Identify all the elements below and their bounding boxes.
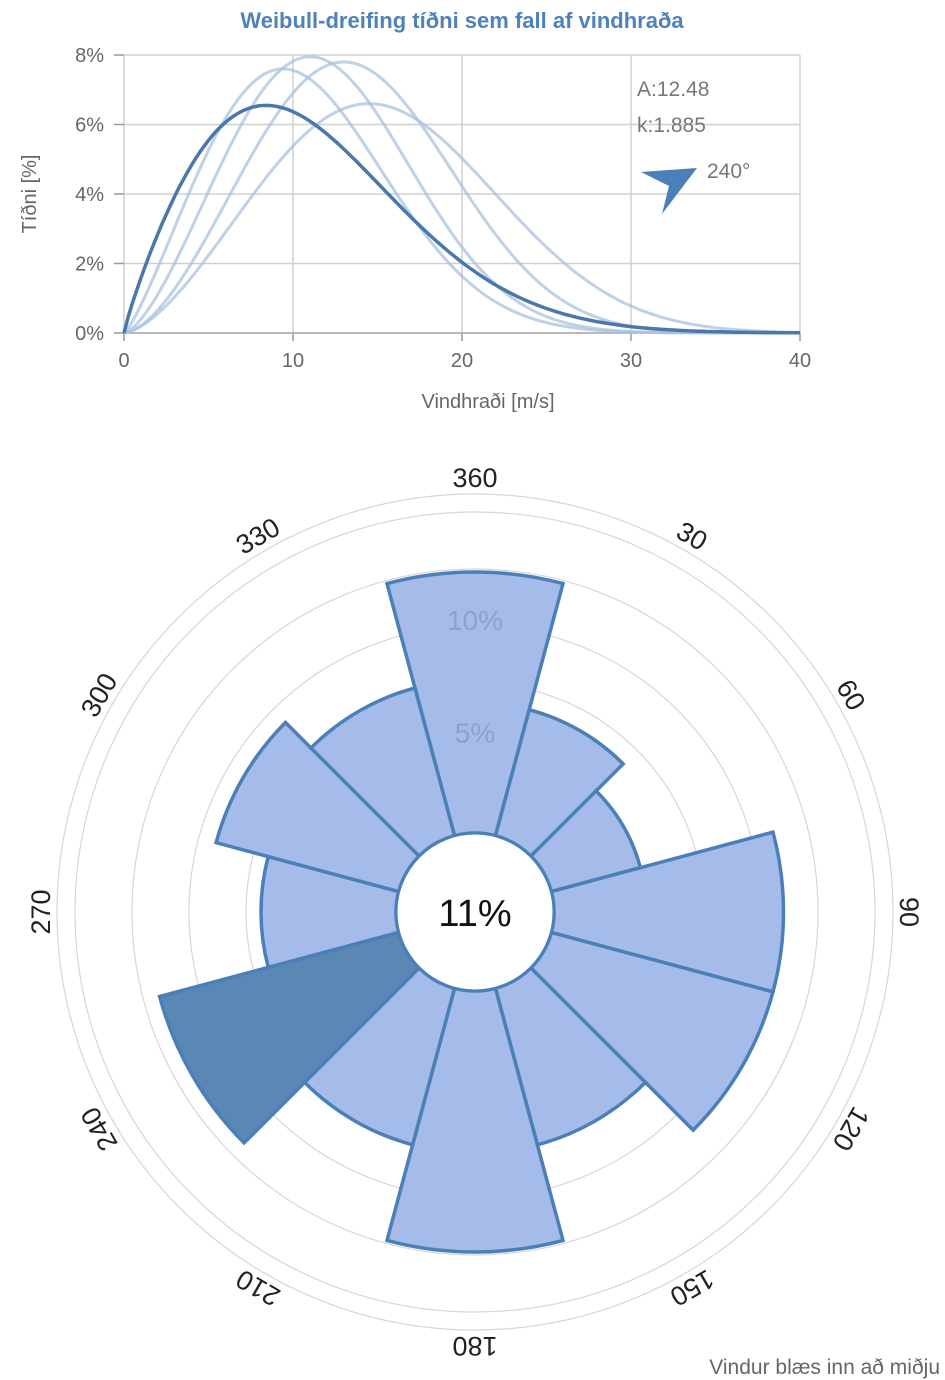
wind-rose-direction-label: 210 (231, 1263, 285, 1312)
wind-rose-direction-label: 300 (75, 668, 124, 722)
wind-rose-ring-label: 5% (455, 718, 495, 749)
weibull-series-line-selected[interactable] (122, 103, 800, 335)
wind-rose-direction-label: 150 (665, 1263, 719, 1312)
weibull-series-group (122, 55, 801, 335)
wind-rose: 11% 5% 10% 360 30 60 90 120 150 180 210 240 270 300… (26, 463, 940, 1379)
weibull-x-tick-label: 40 (789, 350, 811, 372)
weibull-chart-title: Weibull-dreifing tíðni sem fall af vindh… (240, 8, 684, 33)
weibull-y-axis-title: Tíðni [%] (19, 155, 41, 234)
wind-rose-ring-labels: 5% 10% (447, 605, 503, 749)
weibull-k-parameter: k:1.885 (637, 114, 706, 137)
wind-rose-direction-label: 240 (75, 1102, 124, 1156)
weibull-y-tick-label: 2% (75, 254, 104, 276)
wind-rose-center (394, 831, 556, 993)
weibull-y-tick-label: 8% (75, 45, 104, 67)
weibull-x-tick-label: 10 (282, 350, 304, 372)
weibull-x-tick-label: 20 (451, 350, 473, 372)
wind-rose-direction-label: 120 (826, 1102, 875, 1156)
weibull-a-parameter: A:12.48 (637, 78, 709, 101)
wind-rose-grid-ring (74, 511, 876, 1313)
weibull-direction-label: 240° (707, 160, 750, 183)
weibull-y-tick-label: 6% (75, 115, 104, 137)
wind-rose-direction-label: 60 (830, 675, 871, 716)
wind-rose-outer-ring (56, 493, 894, 1331)
weibull-y-tick-label: 4% (75, 184, 104, 206)
weibull-x-tick-label: 30 (620, 350, 642, 372)
wind-rose-direction-label: 330 (231, 512, 285, 561)
wind-rose-ring-label: 10% (447, 605, 503, 636)
weibull-x-tick-label: 0 (118, 350, 129, 372)
weibull-x-axis-title: Vindhraði [m/s] (421, 391, 554, 413)
wind-direction-arrow-icon (641, 168, 697, 214)
wind-rose-direction-label: 360 (452, 463, 497, 493)
wind-rose-grid-ring (131, 568, 819, 1256)
wind-rose-direction-label: 270 (26, 889, 56, 934)
weibull-tick-labels: 0 10 20 30 40 0% 2% 4% 6% 8% (75, 45, 811, 372)
wind-rose-sectors (157, 570, 786, 1254)
weibull-y-tick-label: 0% (75, 323, 104, 345)
weibull-series-line[interactable] (123, 102, 801, 335)
wind-rose-direction-label: 90 (894, 897, 924, 927)
wind-rose-direction-label: 30 (671, 516, 712, 557)
wind-rose-center-label: 11% (438, 893, 511, 935)
wind-rose-footnote: Vindur blæs inn að miðju (709, 1356, 940, 1379)
weibull-chart: Weibull-dreifing tíðni sem fall af vindh… (19, 8, 811, 413)
wind-rose-direction-label: 180 (452, 1331, 497, 1361)
